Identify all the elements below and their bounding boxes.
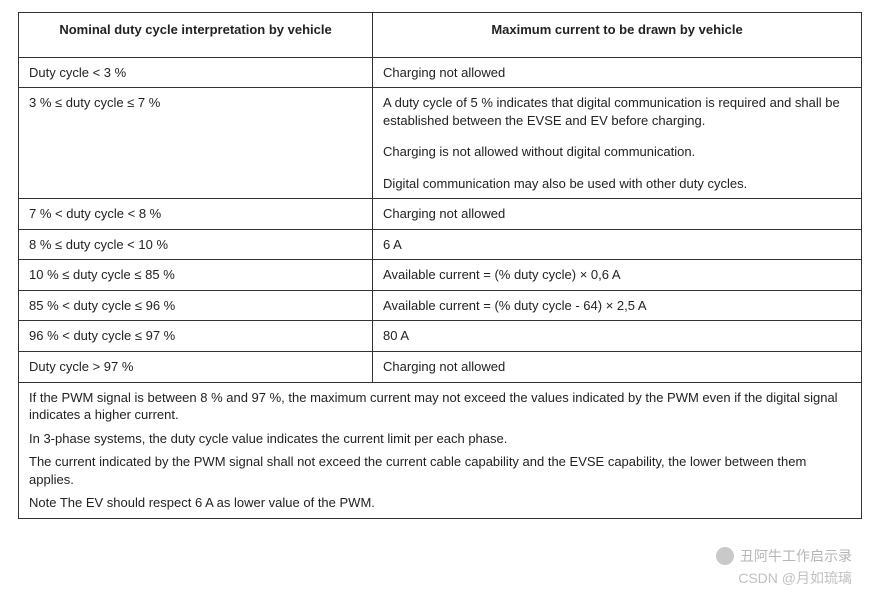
cell-max-current: Charging not allowed — [373, 57, 862, 88]
table-row: 7 % < duty cycle < 8 % Charging not allo… — [19, 199, 862, 230]
cell-max-current: Charging not allowed — [373, 199, 862, 230]
table-row: 96 % < duty cycle ≤ 97 % 80 A — [19, 321, 862, 352]
cell-max-current: Available current = (% duty cycle) × 0,6… — [373, 260, 862, 291]
watermark-text-1: 丑阿牛工作启示录 — [740, 546, 852, 566]
cell-duty-cycle: Duty cycle > 97 % — [19, 352, 373, 383]
watermark-line-1: 丑阿牛工作启示录 — [716, 546, 852, 566]
watermark-line-2: CSDN @月如琉璃 — [738, 568, 852, 588]
cell-paragraph: A duty cycle of 5 % indicates that digit… — [383, 94, 851, 129]
cell-duty-cycle: 8 % ≤ duty cycle < 10 % — [19, 229, 373, 260]
table-row: 10 % ≤ duty cycle ≤ 85 % Available curre… — [19, 260, 862, 291]
note-paragraph: The current indicated by the PWM signal … — [29, 453, 851, 488]
cell-duty-cycle: 96 % < duty cycle ≤ 97 % — [19, 321, 373, 352]
table-row: Duty cycle < 3 % Charging not allowed — [19, 57, 862, 88]
col-header-duty-cycle: Nominal duty cycle interpretation by veh… — [19, 13, 373, 58]
cell-paragraph: Charging is not allowed without digital … — [383, 143, 851, 161]
note-paragraph: Note The EV should respect 6 A as lower … — [29, 494, 851, 512]
cell-max-current: Charging not allowed — [373, 352, 862, 383]
cell-max-current: 80 A — [373, 321, 862, 352]
table-notes-row: If the PWM signal is between 8 % and 97 … — [19, 382, 862, 518]
cell-duty-cycle: 3 % ≤ duty cycle ≤ 7 % — [19, 88, 373, 199]
table-header-row: Nominal duty cycle interpretation by veh… — [19, 13, 862, 58]
wechat-icon — [716, 547, 734, 565]
cell-max-current: 6 A — [373, 229, 862, 260]
table-row: 8 % ≤ duty cycle < 10 % 6 A — [19, 229, 862, 260]
watermark-text-2: CSDN @月如琉璃 — [738, 570, 852, 586]
note-paragraph: In 3-phase systems, the duty cycle value… — [29, 430, 851, 448]
cell-duty-cycle: 7 % < duty cycle < 8 % — [19, 199, 373, 230]
cell-duty-cycle: Duty cycle < 3 % — [19, 57, 373, 88]
table-row: Duty cycle > 97 % Charging not allowed — [19, 352, 862, 383]
col-header-max-current: Maximum current to be drawn by vehicle — [373, 13, 862, 58]
duty-cycle-table: Nominal duty cycle interpretation by veh… — [18, 12, 862, 519]
cell-duty-cycle: 10 % ≤ duty cycle ≤ 85 % — [19, 260, 373, 291]
cell-max-current: A duty cycle of 5 % indicates that digit… — [373, 88, 862, 199]
notes-cell: If the PWM signal is between 8 % and 97 … — [19, 382, 862, 518]
cell-paragraph: Digital communication may also be used w… — [383, 175, 851, 193]
table-row: 3 % ≤ duty cycle ≤ 7 % A duty cycle of 5… — [19, 88, 862, 199]
table-row: 85 % < duty cycle ≤ 96 % Available curre… — [19, 290, 862, 321]
cell-max-current: Available current = (% duty cycle - 64) … — [373, 290, 862, 321]
note-paragraph: If the PWM signal is between 8 % and 97 … — [29, 389, 851, 424]
cell-duty-cycle: 85 % < duty cycle ≤ 96 % — [19, 290, 373, 321]
